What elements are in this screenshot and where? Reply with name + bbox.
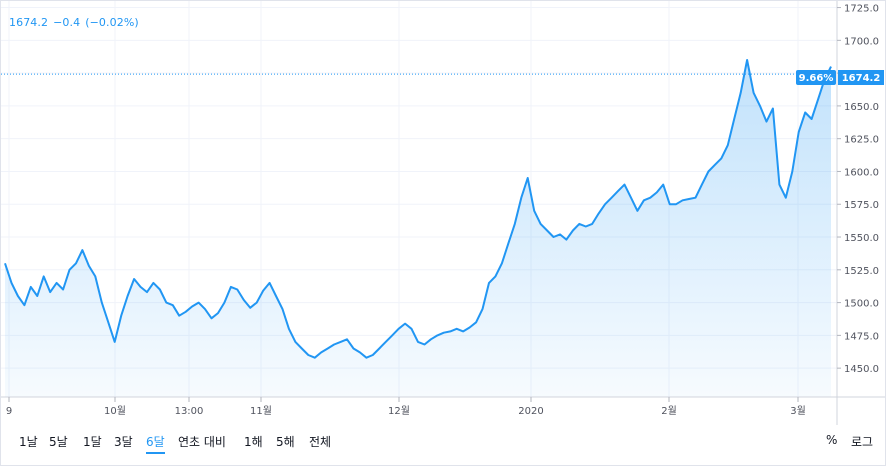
x-tick-label: 9 [6, 406, 12, 417]
x-tick-label: 10월 [104, 405, 126, 417]
last-price: 1674.2 [9, 16, 49, 29]
range-button[interactable]: 6달 [146, 433, 165, 454]
y-tick-label: 1600.0 [844, 167, 879, 178]
x-tick-label: 12월 [388, 405, 410, 417]
range-button[interactable]: 연초 대비 [178, 435, 226, 449]
y-tick-label: 1650.0 [844, 102, 879, 113]
x-tick-label: 13:00 [175, 406, 204, 417]
y-tick-label: 1625.0 [844, 135, 879, 146]
y-tick-label: 1450.0 [844, 364, 879, 375]
range-button[interactable]: 1날 [19, 435, 38, 449]
price-change: −0.4 [53, 16, 81, 29]
y-tick-label: 1725.0 [844, 4, 879, 15]
chart-plot[interactable]: 1725.01700.01675.01650.01625.01600.01575… [1, 1, 885, 425]
x-tick-label: 3월 [790, 405, 806, 417]
quote-header: 1674.2 −0.4 (−0.02%) [9, 16, 144, 29]
range-button[interactable]: 1해 [244, 435, 263, 449]
y-tick-label: 1500.0 [844, 299, 879, 310]
y-tick-label: 1575.0 [844, 200, 879, 211]
x-tick-label: 2월 [661, 405, 677, 417]
range-button[interactable]: 5날 [49, 435, 68, 449]
price-badge-text: 1674.2 [842, 73, 881, 84]
price-area-fill [5, 60, 831, 397]
price-line [4, 59, 832, 359]
range-button[interactable]: 1달 [83, 435, 102, 449]
percent-scale-button[interactable]: % [826, 433, 838, 447]
y-tick-label: 1700.0 [844, 36, 879, 47]
y-tick-label: 1550.0 [844, 233, 879, 244]
price-change-pct: (−0.02%) [85, 16, 139, 29]
x-tick-label: 11월 [250, 405, 272, 417]
x-tick-label: 2020 [518, 406, 543, 417]
percent-badge: 9.66% [796, 70, 836, 85]
range-button[interactable]: 3달 [114, 435, 133, 449]
y-tick-label: 1475.0 [844, 331, 879, 342]
range-button[interactable]: 전체 [309, 435, 332, 449]
range-button[interactable]: 5해 [276, 435, 295, 449]
log-scale-button[interactable]: 로그 [851, 435, 874, 449]
y-tick-label: 1525.0 [844, 266, 879, 277]
price-axis[interactable]: 1725.01700.01675.01650.01625.01600.01575… [837, 4, 879, 376]
percent-badge-text: 9.66% [799, 73, 834, 84]
time-axis[interactable]: 9 10월 13:00 11월 12월 2020 2월 3월 [6, 397, 806, 417]
range-toolbar: 1날 5날 1달 3달 6달 연초 대비 1해 5해 전체 % 로그 [1, 425, 885, 465]
price-badge: 1674.2 [838, 70, 884, 85]
